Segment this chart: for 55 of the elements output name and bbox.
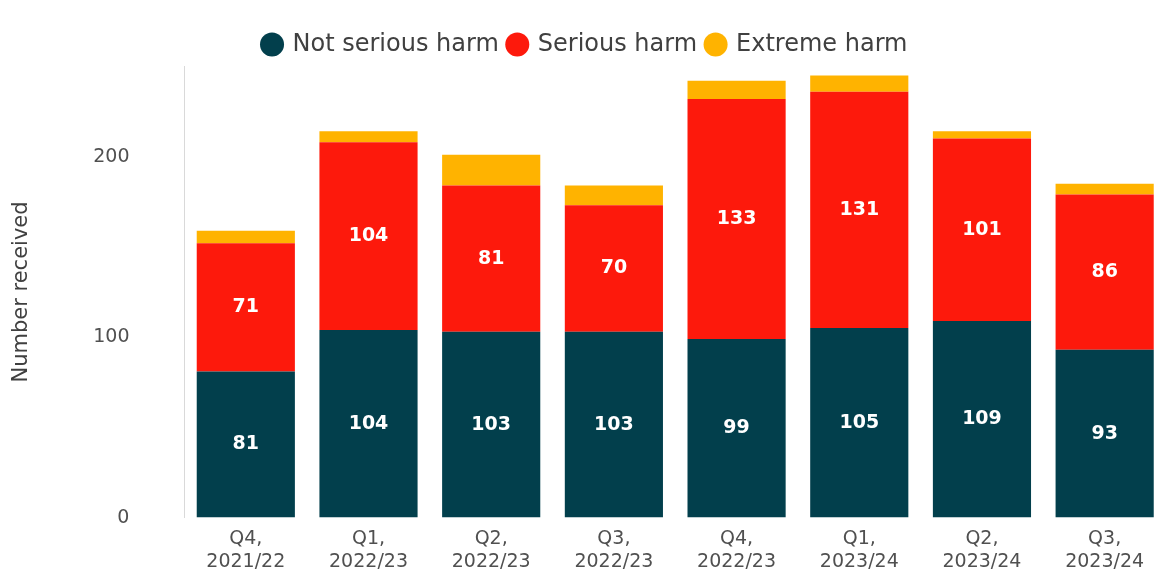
x-tick-label: Q4, 2022/23 xyxy=(697,525,777,571)
bar xyxy=(810,75,909,92)
data-label: 70 xyxy=(600,255,628,278)
x-tick-label: Q2, 2022/23 xyxy=(451,525,531,571)
y-tick-label: 0 xyxy=(117,504,130,527)
legend-label: Not serious harm xyxy=(292,28,499,57)
x-tick-label: Q3, 2023/24 xyxy=(1065,525,1145,571)
data-label: 99 xyxy=(723,415,750,438)
data-label: 103 xyxy=(594,411,634,434)
bar xyxy=(1055,349,1154,518)
data-label: 105 xyxy=(839,409,880,432)
x-tick-label: Q3, 2022/23 xyxy=(574,525,654,571)
bar xyxy=(564,331,663,518)
data-label: 71 xyxy=(232,294,260,317)
x-tick-label: Q4, 2021/22 xyxy=(206,525,286,571)
y-tick-label: 100 xyxy=(93,324,130,347)
bar xyxy=(319,142,418,330)
bar xyxy=(319,329,418,518)
bar xyxy=(810,328,909,518)
data-label: 101 xyxy=(962,216,1002,239)
bar xyxy=(319,131,418,143)
x-tick-label: Q1, 2023/24 xyxy=(819,525,899,571)
bar xyxy=(564,185,663,206)
data-label: 109 xyxy=(962,406,1002,429)
bar xyxy=(564,205,663,332)
data-label: 81 xyxy=(232,431,260,454)
x-tick-label: Q1, 2022/23 xyxy=(329,525,408,571)
bar xyxy=(442,331,541,518)
bar xyxy=(687,80,786,99)
bar xyxy=(932,320,1032,518)
data-label: 104 xyxy=(348,222,389,245)
bar xyxy=(687,98,786,339)
bar xyxy=(810,91,909,329)
data-label: 131 xyxy=(839,196,880,219)
legend-label: Extreme harm xyxy=(736,28,908,57)
data-label: 133 xyxy=(716,205,757,228)
bar xyxy=(442,185,541,332)
bar xyxy=(442,154,541,186)
data-label: 81 xyxy=(477,245,505,268)
x-tick-label: Q2, 2023/24 xyxy=(942,525,1022,571)
legend-label: Serious harm xyxy=(537,28,698,57)
bar xyxy=(196,243,295,372)
y-axis-title: Number received xyxy=(8,201,33,383)
data-label: 93 xyxy=(1091,420,1118,443)
data-label: 103 xyxy=(471,411,512,434)
bar xyxy=(932,131,1032,139)
bar xyxy=(196,230,295,244)
bar xyxy=(1055,183,1154,195)
bar xyxy=(196,371,295,518)
data-label: 86 xyxy=(1091,259,1118,282)
bar xyxy=(687,338,786,518)
bar xyxy=(932,138,1032,321)
bar xyxy=(1055,194,1154,350)
y-tick-label: 200 xyxy=(93,143,130,166)
data-label: 104 xyxy=(348,410,389,433)
